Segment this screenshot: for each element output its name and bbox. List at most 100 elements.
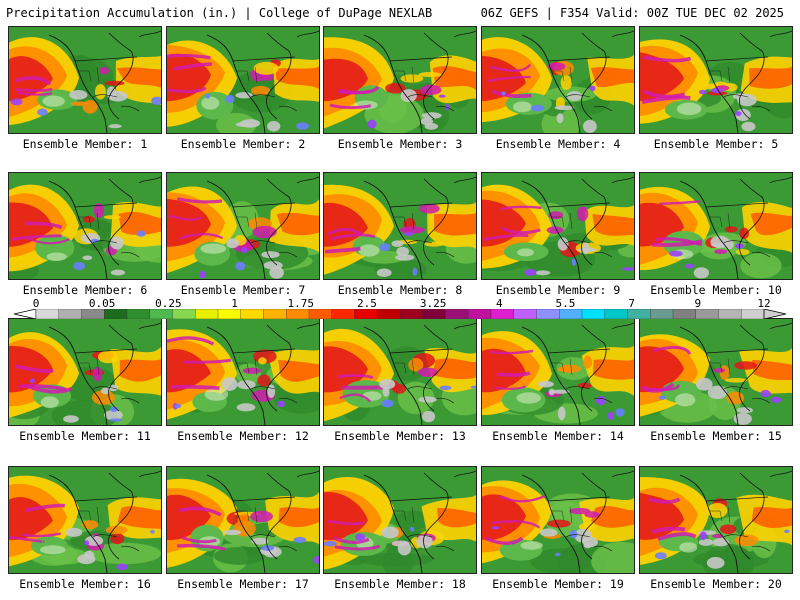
colorbar-swatch — [286, 309, 310, 319]
ensemble-member-panel: Ensemble Member: 13 — [323, 318, 477, 443]
ensemble-member-label: Ensemble Member: 3 — [337, 137, 463, 151]
ensemble-member-panel: Ensemble Member: 5 — [639, 26, 793, 151]
ensemble-member-panel: Ensemble Member: 9 — [481, 172, 635, 297]
colorbar-tick-label: 5.5 — [555, 297, 576, 310]
colorbar-swatch — [149, 309, 174, 319]
precipitation-map-graphic — [640, 319, 792, 425]
colorbar-swatch — [650, 309, 674, 319]
precipitation-map — [481, 466, 635, 574]
ensemble-member-panel: Ensemble Member: 10 — [639, 172, 793, 297]
precipitation-map — [166, 26, 320, 134]
colorbar-swatch — [672, 309, 697, 319]
colorbar-left-arrow — [13, 309, 37, 319]
precipitation-map — [166, 466, 320, 574]
precipitation-map-graphic — [640, 173, 792, 279]
precipitation-map — [481, 26, 635, 134]
colorbar-swatch — [559, 309, 583, 319]
ensemble-member-label: Ensemble Member: 13 — [334, 429, 466, 443]
ensemble-member-panel: Ensemble Member: 12 — [166, 318, 320, 443]
precipitation-map — [323, 172, 477, 280]
page-title: Precipitation Accumulation (in.) | Colle… — [6, 6, 433, 20]
colorbar-swatch — [331, 309, 356, 319]
colorbar-tick-label: 1.75 — [287, 297, 314, 310]
precipitation-map-graphic — [9, 467, 161, 573]
ensemble-member-label: Ensemble Member: 5 — [653, 137, 779, 151]
colorbar-swatch — [627, 309, 651, 319]
ensemble-member-label: Ensemble Member: 12 — [177, 429, 309, 443]
colorbar-tick-label: 0.25 — [155, 297, 182, 310]
ensemble-member-panel: Ensemble Member: 20 — [639, 466, 793, 591]
precipitation-map-graphic — [167, 27, 319, 133]
colorbar-swatch — [58, 309, 83, 319]
ensemble-member-panel: Ensemble Member: 1 — [8, 26, 162, 151]
colorbar-tick-label: 9 — [694, 297, 702, 310]
precipitation-map-graphic — [640, 27, 792, 133]
ensemble-member-panel: Ensemble Member: 19 — [481, 466, 635, 591]
colorbar-swatch — [126, 309, 151, 319]
ensemble-member-label: Ensemble Member: 20 — [650, 577, 782, 591]
precipitation-map — [481, 172, 635, 280]
ensemble-member-label: Ensemble Member: 8 — [337, 283, 463, 297]
colorbar-swatch — [354, 309, 378, 319]
ensemble-member-panel: Ensemble Member: 14 — [481, 318, 635, 443]
colorbar-swatch — [445, 309, 469, 319]
colorbar-tick-label: 12 — [757, 297, 771, 310]
colorbar-swatch — [695, 309, 720, 319]
colorbar-legend: 0 0.05 0.25 1 1.75 2.5 3.25 4 5.5 7 9 12 — [0, 294, 800, 320]
precipitation-map — [8, 172, 162, 280]
precipitation-map — [639, 26, 793, 134]
ensemble-member-label: Ensemble Member: 1 — [22, 137, 148, 151]
colorbar-swatch — [172, 309, 196, 319]
ensemble-member-panel: Ensemble Member: 8 — [323, 172, 477, 297]
colorbar-scale — [13, 309, 787, 319]
ensemble-member-panel: Ensemble Member: 16 — [8, 466, 162, 591]
colorbar-swatch — [581, 309, 606, 319]
colorbar-tick-label: 0.05 — [88, 297, 116, 310]
colorbar-swatch — [422, 309, 447, 319]
precipitation-map-graphic — [482, 27, 634, 133]
colorbar-tick-label: 1 — [231, 297, 238, 310]
ensemble-member-label: Ensemble Member: 4 — [495, 137, 621, 151]
precipitation-map — [8, 318, 162, 426]
colorbar-swatch — [263, 309, 287, 319]
ensemble-member-label: Ensemble Member: 6 — [22, 283, 148, 297]
ensemble-member-label: Ensemble Member: 2 — [180, 137, 306, 151]
header: Precipitation Accumulation (in.) | Colle… — [0, 0, 800, 24]
colorbar-swatch — [195, 309, 219, 319]
precipitation-map — [639, 466, 793, 574]
ensemble-member-panel: Ensemble Member: 11 — [8, 318, 162, 443]
precipitation-map — [481, 318, 635, 426]
colorbar-tick-label: 0 — [32, 297, 40, 310]
ensemble-member-panel: Ensemble Member: 18 — [323, 466, 477, 591]
precipitation-map — [8, 26, 162, 134]
colorbar-tick-label: 7 — [628, 297, 635, 310]
ensemble-member-label: Ensemble Member: 9 — [495, 283, 621, 297]
colorbar-swatch — [468, 309, 492, 319]
valid-time: 06Z GEFS | F354 Valid: 00Z TUE DEC 02 20… — [480, 6, 784, 20]
ensemble-member-label: Ensemble Member: 7 — [180, 283, 306, 297]
precipitation-map — [323, 466, 477, 574]
precipitation-map — [323, 318, 477, 426]
precipitation-map-graphic — [9, 173, 161, 279]
ensemble-member-label: Ensemble Member: 18 — [334, 577, 466, 591]
ensemble-member-label: Ensemble Member: 19 — [492, 577, 624, 591]
colorbar-swatch — [35, 309, 60, 319]
ensemble-member-panel: Ensemble Member: 6 — [8, 172, 162, 297]
precipitation-map-graphic — [324, 173, 476, 279]
precipitation-map — [8, 466, 162, 574]
precipitation-map — [323, 26, 477, 134]
colorbar-swatch — [81, 309, 105, 319]
precipitation-map-graphic — [9, 27, 161, 133]
precipitation-map-graphic — [482, 319, 634, 425]
precipitation-map-graphic — [324, 27, 476, 133]
colorbar-swatch — [513, 309, 538, 319]
ensemble-member-panel: Ensemble Member: 17 — [166, 466, 320, 591]
colorbar-swatch — [240, 309, 265, 319]
ensemble-member-label: Ensemble Member: 17 — [177, 577, 309, 591]
colorbar-swatch — [399, 309, 424, 319]
colorbar-swatch — [718, 309, 742, 319]
precipitation-map — [639, 172, 793, 280]
precipitation-map-graphic — [640, 467, 792, 573]
ensemble-member-label: Ensemble Member: 15 — [650, 429, 782, 443]
colorbar-swatch — [536, 309, 560, 319]
